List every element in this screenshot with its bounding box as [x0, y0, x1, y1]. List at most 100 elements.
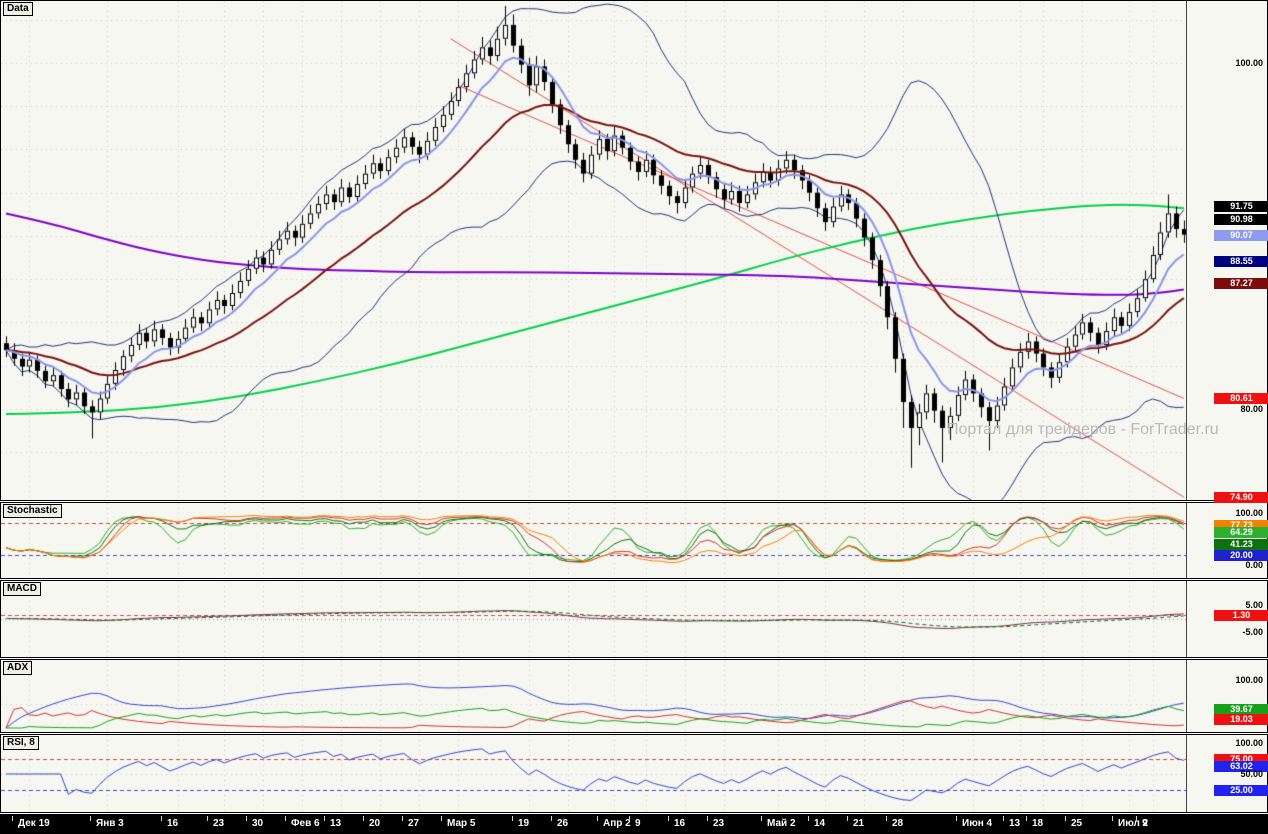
price-tag: 90.07	[1214, 230, 1268, 241]
time-tick	[441, 816, 442, 821]
price-tag: 88.55	[1214, 256, 1268, 267]
adx-canvas[interactable]	[1, 660, 1186, 732]
time-tick	[512, 816, 513, 821]
date-label: Апр 2	[603, 818, 631, 829]
time-tick	[363, 816, 364, 821]
time-tick	[402, 816, 403, 821]
time-tick	[285, 816, 286, 821]
time-tick	[808, 816, 809, 821]
time-tick	[1065, 816, 1066, 821]
date-label: Дек 19	[18, 818, 50, 829]
axis-tick-label: 100.00	[1235, 58, 1263, 68]
price-tag: 39.67	[1214, 704, 1268, 715]
date-label: 13	[1009, 818, 1021, 829]
axis-tick-label: 100.00	[1235, 508, 1263, 518]
date-label: 30	[252, 818, 264, 829]
time-tick	[12, 816, 13, 821]
time-tick	[956, 816, 957, 821]
time-tick	[90, 816, 91, 821]
date-label: 27	[408, 818, 420, 829]
adx-panel-title[interactable]: ADX	[3, 661, 33, 675]
time-tick	[246, 816, 247, 821]
date-label: 13	[330, 818, 342, 829]
date-label: 23	[713, 818, 725, 829]
time-tick	[1136, 816, 1137, 821]
plot-right-border	[1186, 581, 1187, 657]
plot-right-border	[1186, 1, 1187, 500]
time-tick	[668, 816, 669, 821]
time-tick	[629, 816, 630, 821]
date-label: 16	[674, 818, 686, 829]
axis-tick-label: 50.00	[1240, 769, 1263, 779]
rsi-panel-title[interactable]: RSI, 8	[3, 736, 39, 750]
macd-canvas[interactable]	[1, 581, 1186, 657]
time-tick	[1026, 816, 1027, 821]
date-label: Июн 4	[962, 818, 993, 829]
price-tag: 75.00	[1214, 754, 1268, 765]
date-label: 21	[853, 818, 865, 829]
price-tag: 63.02	[1214, 761, 1268, 772]
date-label: Фев 6	[291, 818, 320, 829]
axis-tick-label: -5.00	[1242, 627, 1263, 637]
price-tag: 25.00	[1214, 785, 1268, 796]
time-tick	[551, 816, 552, 821]
date-label: Янв 3	[96, 818, 124, 829]
axis-tick-label: 0.00	[1245, 560, 1263, 570]
axis-tick-label: 5.00	[1245, 600, 1263, 610]
macd-panel-title[interactable]: MACD	[3, 582, 41, 596]
time-tick	[761, 816, 762, 821]
date-label: 18	[1032, 818, 1044, 829]
time-tick	[324, 816, 325, 821]
stochastic-canvas[interactable]	[1, 503, 1186, 578]
plot-right-border	[1186, 503, 1187, 578]
date-label: 26	[557, 818, 569, 829]
plot-right-border	[1186, 735, 1187, 812]
price-tag: 64.29	[1214, 527, 1268, 538]
time-tick	[1003, 816, 1004, 821]
price-tag: 91.75	[1214, 201, 1268, 212]
date-label: Июл 2	[1118, 818, 1149, 829]
time-tick	[1112, 816, 1113, 821]
date-label: 28	[892, 818, 904, 829]
date-label: 9	[635, 818, 641, 829]
time-tick	[707, 816, 708, 821]
axis-tick-label: 80.00	[1240, 404, 1263, 414]
time-tick	[886, 816, 887, 821]
price-tag: 1.30	[1214, 610, 1268, 621]
date-label: 25	[1071, 818, 1083, 829]
price-tag: 90.98	[1214, 214, 1268, 225]
watermark: Портал для трейдеров - ForTrader.ru	[947, 421, 1219, 438]
macd-panel: MACD 5.00 1.30 -5.00	[0, 580, 1268, 658]
price-tag: 77.73	[1214, 520, 1268, 531]
time-tick	[597, 816, 598, 821]
date-label: 23	[213, 818, 225, 829]
price-tag: 41.23	[1214, 539, 1268, 550]
price-tag: 20.00	[1214, 550, 1268, 561]
price-panel: Data Портал для трейдеров - ForTrader.ru…	[0, 0, 1268, 503]
price-panel-title[interactable]: Data	[3, 2, 33, 16]
axis-tick-label: 100.00	[1235, 675, 1263, 685]
price-tag: 87.27	[1214, 278, 1268, 289]
date-label: 20	[369, 818, 381, 829]
stochastic-panel: Stochastic 100.00 77.73 64.29 41.23 20.00 0.0…	[0, 502, 1268, 579]
price-tag: 74.90	[1214, 492, 1268, 503]
date-label: Май 2	[767, 818, 796, 829]
axis-tick-label: 100.00	[1235, 738, 1263, 748]
price-tag: 80.61	[1214, 393, 1268, 404]
date-label: 16	[167, 818, 179, 829]
plot-right-border	[1186, 660, 1187, 732]
time-tick	[847, 816, 848, 821]
time-tick	[207, 816, 208, 821]
rsi-panel: RSI, 8 100.00 75.00 63.02 50.00 25.00	[0, 734, 1268, 813]
price-chart-canvas[interactable]	[1, 1, 1186, 500]
date-label: 19	[518, 818, 530, 829]
price-tag: 19.03	[1214, 714, 1268, 725]
rsi-canvas[interactable]	[1, 735, 1186, 812]
stochastic-panel-title[interactable]: Stochastic	[3, 504, 62, 518]
adx-panel: ADX 100.00 39.67 19.03	[0, 659, 1268, 733]
time-axis: Дек 19 Янв 3 16 23 30 Фев 6 13 20 27 Мар 5 19 26 Апр…	[0, 814, 1268, 834]
date-label: 14	[814, 818, 826, 829]
time-tick	[161, 816, 162, 821]
date-label: 9	[1142, 818, 1148, 829]
